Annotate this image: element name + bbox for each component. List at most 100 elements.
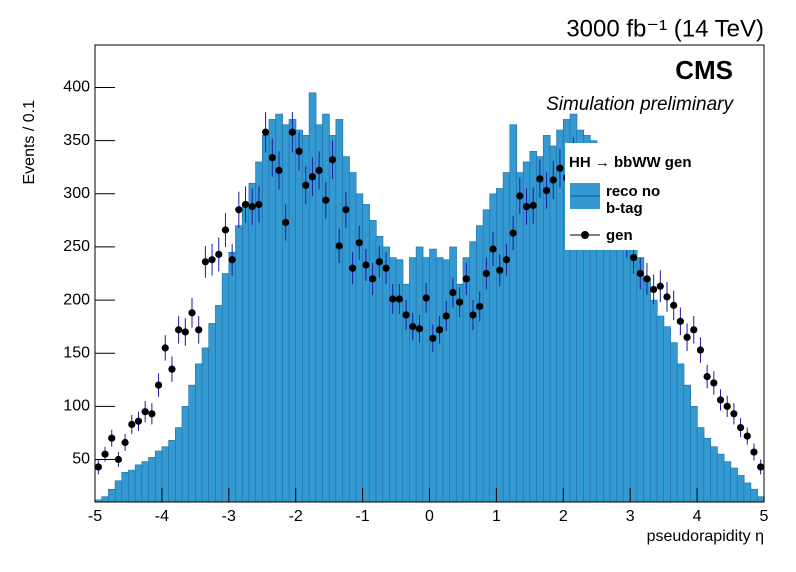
histogram-bar [201, 347, 210, 503]
data-point [328, 156, 337, 164]
data-point [335, 242, 343, 250]
y-tick-label: 250 [63, 238, 90, 255]
data-point [456, 298, 464, 306]
data-point [154, 381, 163, 389]
x-tick-label: -4 [155, 508, 169, 525]
data-point [175, 326, 183, 334]
x-tick-label: -5 [88, 508, 102, 525]
data-point [395, 295, 403, 303]
data-point [435, 326, 444, 334]
data-point [469, 311, 477, 319]
data-point [168, 365, 176, 373]
data-point [496, 266, 504, 274]
data-point [542, 187, 551, 195]
data-point [114, 455, 123, 464]
histogram-bar [282, 124, 290, 503]
data-point [308, 173, 317, 181]
x-tick-label: -2 [289, 508, 303, 525]
histogram-bar [141, 461, 150, 503]
histogram-bar [188, 384, 196, 503]
data-point [716, 396, 725, 404]
data-point [141, 408, 149, 416]
data-point [362, 261, 370, 269]
histogram-bar [335, 119, 344, 503]
data-point [690, 326, 698, 334]
x-tick-label: 3 [626, 508, 635, 525]
histogram-bar [248, 182, 257, 503]
histogram-bar [757, 496, 765, 503]
data-point [268, 154, 276, 162]
data-point [736, 424, 745, 432]
histogram-bar [168, 440, 176, 503]
x-tick-label: -3 [222, 508, 236, 525]
histogram-bar [261, 135, 270, 503]
data-point [255, 200, 263, 209]
data-point [208, 256, 216, 264]
histogram-bar [516, 172, 524, 503]
legend: HH → bbWW gen reco no b-tag gen [565, 143, 711, 250]
histogram-bar [114, 480, 123, 503]
data-point [409, 323, 417, 331]
data-point [529, 201, 537, 210]
data-point [215, 250, 223, 258]
histogram-bar [429, 248, 437, 503]
histogram-bar [368, 220, 377, 503]
histogram-bar [161, 446, 170, 503]
data-point [389, 295, 397, 303]
data-point [161, 344, 169, 352]
data-point [516, 192, 524, 200]
data-point [402, 311, 410, 319]
data-point [750, 448, 758, 456]
histogram-bar [228, 251, 237, 503]
x-tick-label: -1 [355, 508, 369, 525]
data-point [188, 309, 196, 317]
data-point [556, 164, 564, 172]
x-tick-label: 0 [425, 508, 434, 525]
data-point [522, 202, 531, 211]
histogram-bar [476, 225, 484, 503]
chart-title: 3000 fb⁻¹ (14 TeV) [566, 15, 764, 42]
histogram-bar [663, 326, 671, 503]
histogram-bar [322, 113, 330, 503]
data-point [261, 128, 270, 136]
histogram-bar [348, 172, 357, 503]
data-point [710, 379, 718, 387]
data-point [549, 176, 557, 184]
data-point [295, 147, 303, 155]
histogram-bar [328, 135, 337, 503]
x-tick-label: 5 [760, 508, 769, 525]
data-point [422, 294, 430, 302]
y-tick-label: 200 [63, 291, 90, 308]
data-point [322, 196, 330, 204]
data-point [757, 463, 765, 471]
data-point [108, 434, 116, 442]
histogram-bar [128, 469, 136, 503]
data-point [241, 200, 250, 209]
x-axis-label: pseudorapidity η [647, 528, 764, 545]
y-tick-label: 400 [63, 79, 90, 96]
histogram-bar [710, 446, 718, 503]
data-point [696, 346, 705, 354]
data-point [650, 285, 658, 294]
data-point [302, 181, 310, 189]
data-point [476, 302, 484, 311]
histogram-bar [181, 406, 190, 503]
histogram-bar [221, 273, 230, 503]
data-point [235, 206, 243, 214]
data-point [148, 410, 156, 418]
data-point [369, 275, 377, 283]
legend-marker [581, 231, 589, 239]
data-point [282, 218, 290, 227]
histogram-bar [723, 461, 732, 503]
y-axis-label: Events / 0.1 [21, 100, 38, 185]
data-point [489, 245, 497, 253]
data-point [676, 317, 684, 325]
histogram-bar [750, 488, 758, 503]
data-point [683, 333, 691, 341]
data-point [415, 325, 424, 333]
data-point [442, 312, 450, 320]
data-point [275, 166, 283, 175]
data-point [221, 226, 230, 234]
data-point [128, 420, 136, 429]
